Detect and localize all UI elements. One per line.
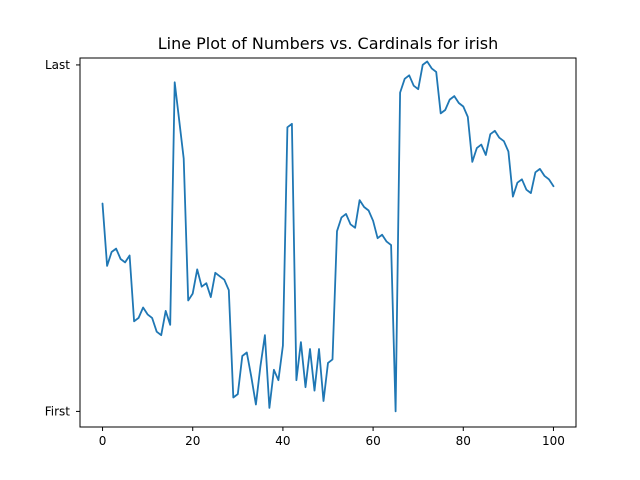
chart-title: Line Plot of Numbers vs. Cardinals for i… <box>158 34 499 53</box>
x-tick-label: 60 <box>365 434 380 448</box>
series-layer <box>101 60 555 413</box>
x-tick-label: 20 <box>185 434 200 448</box>
x-tick-label: 100 <box>542 434 565 448</box>
y-tick-label: Last <box>45 58 70 72</box>
plot-area-frame <box>79 57 577 428</box>
y-tick-label: First <box>45 404 71 418</box>
x-tick-label: 0 <box>99 434 107 448</box>
series-line <box>101 60 555 413</box>
axis-ticks: 0 20 40 60 80 100 First Last <box>45 58 565 448</box>
x-tick-label: 80 <box>456 434 471 448</box>
x-tick-label: 40 <box>275 434 290 448</box>
